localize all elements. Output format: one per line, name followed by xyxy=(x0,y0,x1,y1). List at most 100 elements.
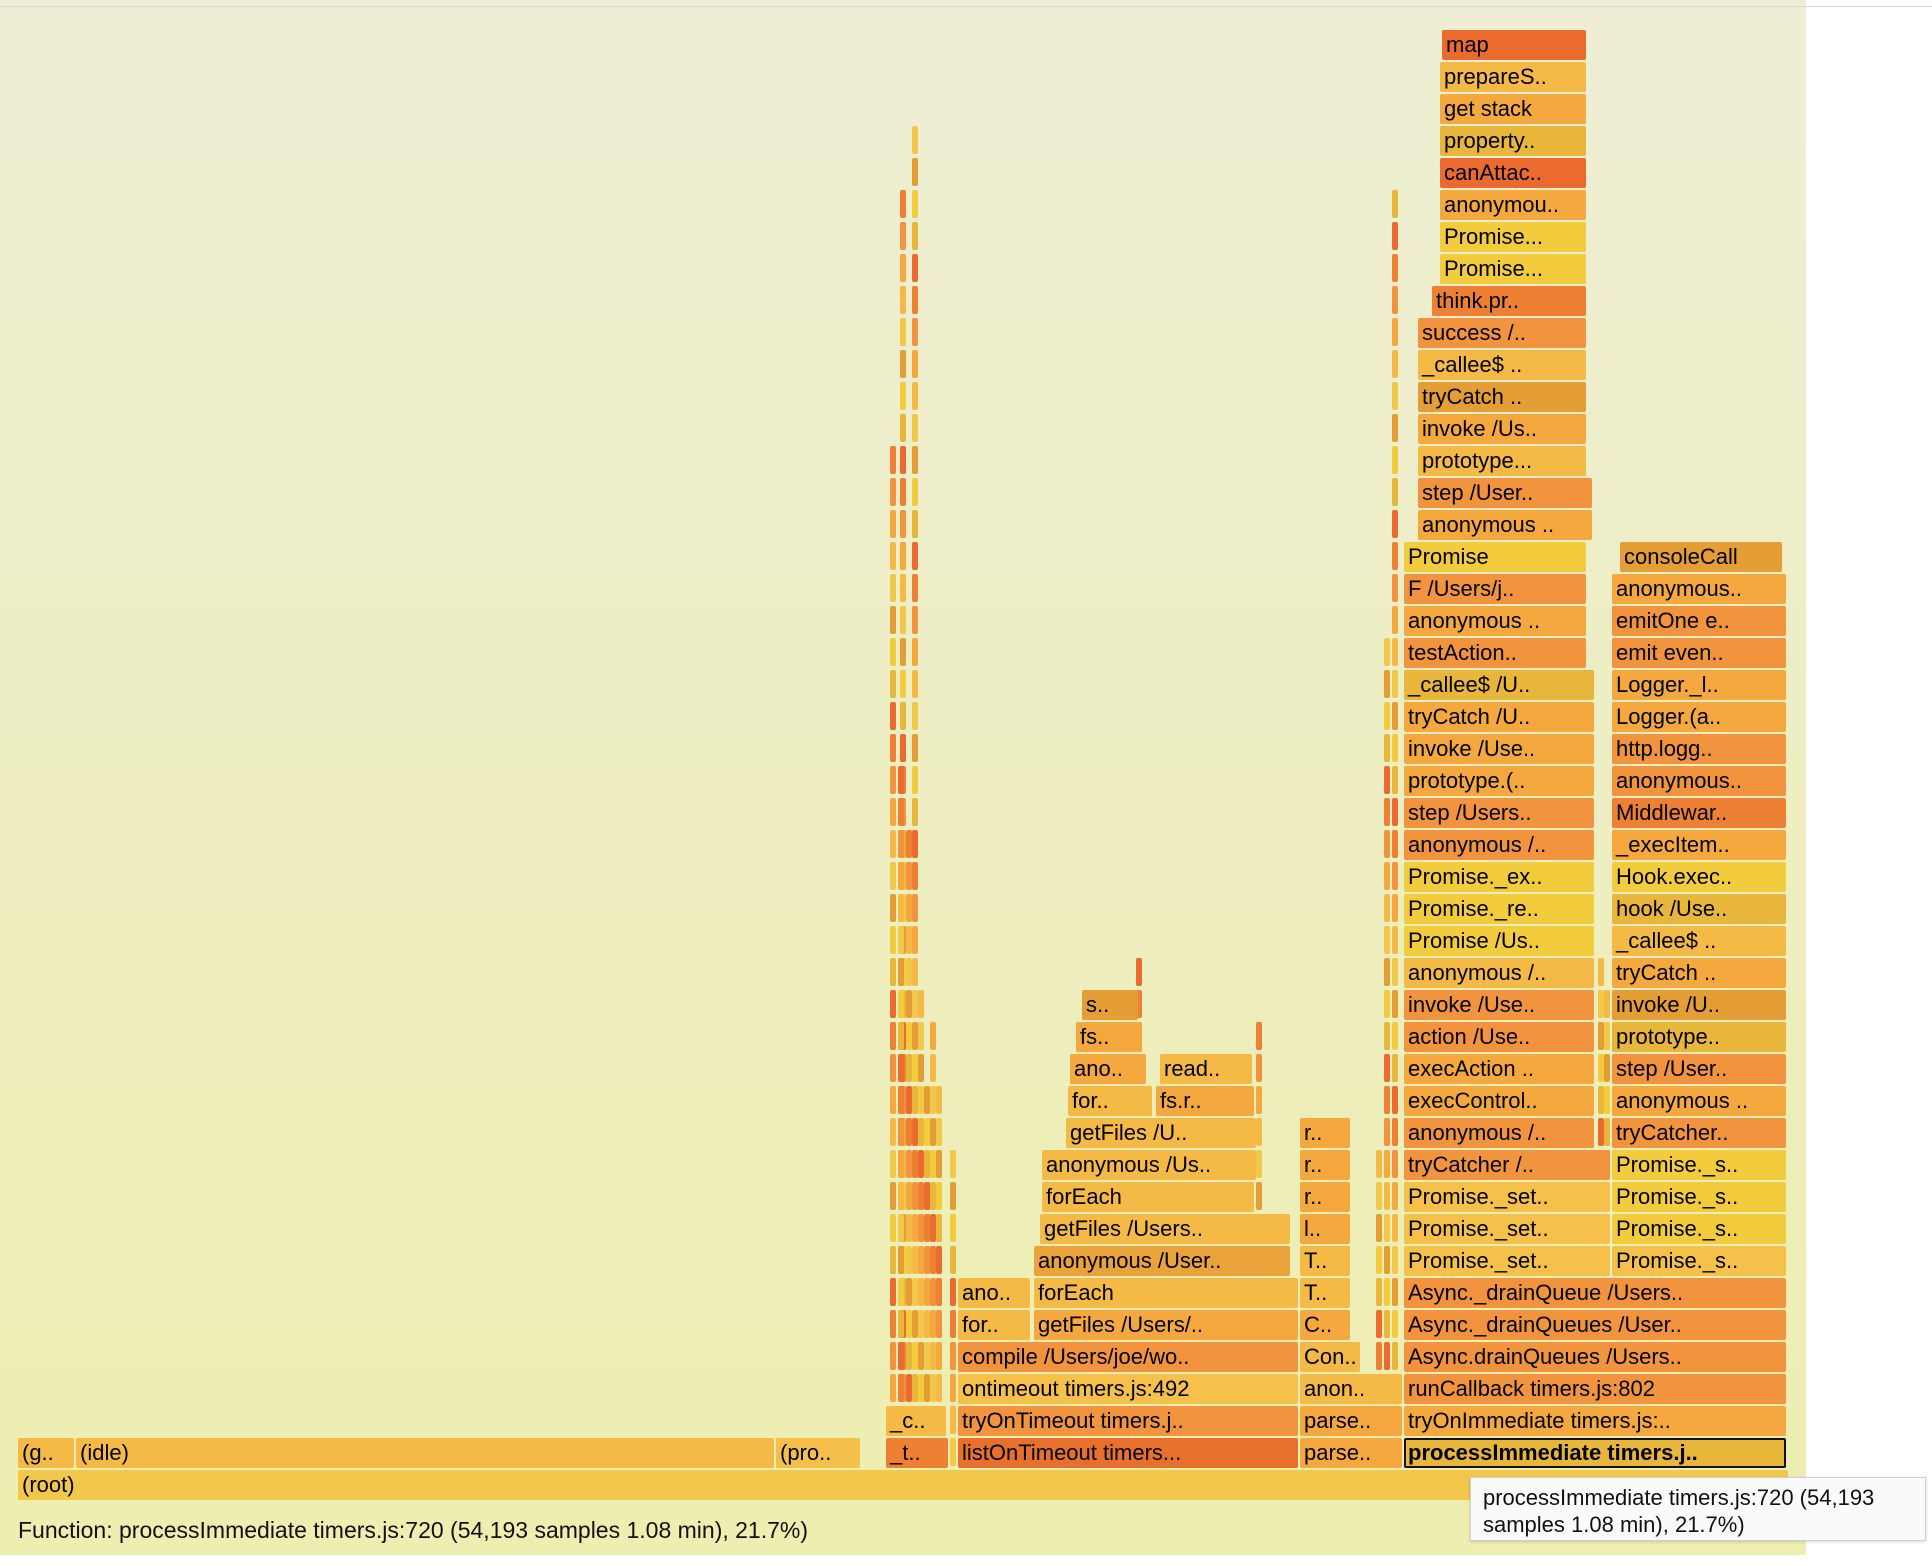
frame-sliver[interactable] xyxy=(898,1022,904,1050)
frame-sliver[interactable] xyxy=(900,190,906,218)
stack-frame[interactable]: Async._drainQueues /User.. xyxy=(1404,1310,1786,1340)
frame-sliver[interactable] xyxy=(950,1310,956,1338)
frame-sliver[interactable] xyxy=(890,958,896,986)
frame-sliver[interactable] xyxy=(1384,1022,1390,1050)
frame-sliver[interactable] xyxy=(900,574,906,602)
frame-sliver[interactable] xyxy=(1392,926,1398,954)
stack-frame[interactable]: read.. xyxy=(1160,1054,1252,1084)
frame-sliver[interactable] xyxy=(906,1214,912,1242)
frame-sliver[interactable] xyxy=(912,798,918,826)
stack-frame[interactable]: _callee$ /U.. xyxy=(1404,670,1594,700)
frame-sliver[interactable] xyxy=(1392,478,1398,506)
frame-sliver[interactable] xyxy=(936,1278,942,1306)
frame-sliver[interactable] xyxy=(930,1150,936,1178)
frame-sliver[interactable] xyxy=(890,1214,896,1242)
frame-sliver[interactable] xyxy=(898,798,904,826)
frame-sliver[interactable] xyxy=(950,1214,956,1242)
frame-sliver[interactable] xyxy=(900,638,906,666)
frame-sliver[interactable] xyxy=(1384,1310,1390,1338)
frame-sliver[interactable] xyxy=(898,1374,904,1402)
frame-sliver[interactable] xyxy=(1376,1246,1382,1274)
frame-sliver[interactable] xyxy=(898,1150,904,1178)
frame-sliver[interactable] xyxy=(950,1246,956,1274)
frame-sliver[interactable] xyxy=(918,1310,924,1338)
stack-frame[interactable]: anonymou.. xyxy=(1440,190,1586,220)
frame-sliver[interactable] xyxy=(898,1214,904,1242)
frame-sliver[interactable] xyxy=(1392,830,1398,858)
frame-sliver[interactable] xyxy=(890,830,896,858)
stack-frame[interactable]: Promise._set.. xyxy=(1404,1182,1610,1212)
frame-sliver[interactable] xyxy=(900,510,906,538)
frame-sliver[interactable] xyxy=(1392,638,1398,666)
frame-sliver[interactable] xyxy=(1384,1086,1390,1114)
frame-sliver[interactable] xyxy=(912,286,918,314)
frame-sliver[interactable] xyxy=(1392,414,1398,442)
frame-sliver[interactable] xyxy=(1256,1150,1262,1178)
frame-sliver[interactable] xyxy=(890,702,896,730)
stack-frame[interactable]: anonymous /.. xyxy=(1404,830,1594,860)
frame-sliver[interactable] xyxy=(912,1246,918,1274)
frame-sliver[interactable] xyxy=(912,670,918,698)
frame-sliver[interactable] xyxy=(890,990,896,1018)
frame-sliver[interactable] xyxy=(912,1342,918,1370)
frame-sliver[interactable] xyxy=(890,862,896,890)
frame-sliver[interactable] xyxy=(936,1246,942,1274)
frame-sliver[interactable] xyxy=(1376,1342,1382,1370)
stack-frame[interactable]: listOnTimeout timers... xyxy=(958,1438,1298,1468)
frame-sliver[interactable] xyxy=(1384,958,1390,986)
frame-sliver[interactable] xyxy=(906,1086,912,1114)
frame-sliver[interactable] xyxy=(912,1022,918,1050)
stack-frame[interactable]: for.. xyxy=(958,1310,1030,1340)
frame-sliver[interactable] xyxy=(900,414,906,442)
frame-sliver[interactable] xyxy=(912,318,918,346)
frame-sliver[interactable] xyxy=(912,1214,918,1242)
stack-frame[interactable]: Promise._s.. xyxy=(1612,1246,1786,1276)
frame-sliver[interactable] xyxy=(1598,1086,1604,1114)
stack-frame[interactable]: Promise._ex.. xyxy=(1404,862,1594,892)
stack-frame[interactable]: r.. xyxy=(1300,1150,1350,1180)
frame-sliver[interactable] xyxy=(912,734,918,762)
frame-sliver[interactable] xyxy=(1392,734,1398,762)
frame-sliver[interactable] xyxy=(890,1054,896,1082)
frame-sliver[interactable] xyxy=(950,1342,956,1370)
frame-sliver[interactable] xyxy=(924,1118,930,1146)
frame-sliver[interactable] xyxy=(890,1118,896,1146)
stack-frame[interactable]: Promise... xyxy=(1440,254,1586,284)
frame-sliver[interactable] xyxy=(912,958,918,986)
frame-sliver[interactable] xyxy=(898,1278,904,1306)
frame-sliver[interactable] xyxy=(1384,990,1390,1018)
stack-frame[interactable]: tryOnTimeout timers.j.. xyxy=(958,1406,1298,1436)
frame-sliver[interactable] xyxy=(1392,510,1398,538)
stack-frame[interactable]: step /User.. xyxy=(1612,1054,1786,1084)
frame-sliver[interactable] xyxy=(1598,1054,1604,1082)
frame-sliver[interactable] xyxy=(950,1438,956,1466)
stack-frame[interactable]: map xyxy=(1442,30,1586,60)
stack-frame[interactable]: getFiles /Users/.. xyxy=(1034,1310,1298,1340)
frame-sliver[interactable] xyxy=(898,894,904,922)
frame-sliver[interactable] xyxy=(930,1214,936,1242)
frame-sliver[interactable] xyxy=(1384,1246,1390,1274)
frame-sliver[interactable] xyxy=(890,478,896,506)
frame-sliver[interactable] xyxy=(1376,1310,1382,1338)
stack-frame[interactable]: Promise._s.. xyxy=(1612,1214,1786,1244)
frame-sliver[interactable] xyxy=(912,158,918,186)
frame-sliver[interactable] xyxy=(1392,190,1398,218)
frame-sliver[interactable] xyxy=(950,1406,956,1434)
frame-sliver[interactable] xyxy=(936,1310,942,1338)
frame-sliver[interactable] xyxy=(1392,1310,1398,1338)
frame-sliver[interactable] xyxy=(930,1310,936,1338)
frame-sliver[interactable] xyxy=(924,1342,930,1370)
frame-sliver[interactable] xyxy=(890,1374,896,1402)
frame-sliver[interactable] xyxy=(936,1118,942,1146)
stack-frame[interactable]: (pro.. xyxy=(776,1438,860,1468)
frame-sliver[interactable] xyxy=(912,446,918,474)
stack-frame[interactable]: anonymous /.. xyxy=(1404,1118,1594,1148)
stack-frame[interactable]: Async._drainQueue /Users.. xyxy=(1404,1278,1786,1308)
stack-frame[interactable]: http.logg.. xyxy=(1612,734,1786,764)
frame-sliver[interactable] xyxy=(918,1150,924,1178)
frame-sliver[interactable] xyxy=(1392,670,1398,698)
frame-sliver[interactable] xyxy=(900,286,906,314)
stack-frame[interactable]: Con.. xyxy=(1300,1342,1360,1372)
frame-sliver[interactable] xyxy=(924,1374,930,1402)
frame-sliver[interactable] xyxy=(890,638,896,666)
